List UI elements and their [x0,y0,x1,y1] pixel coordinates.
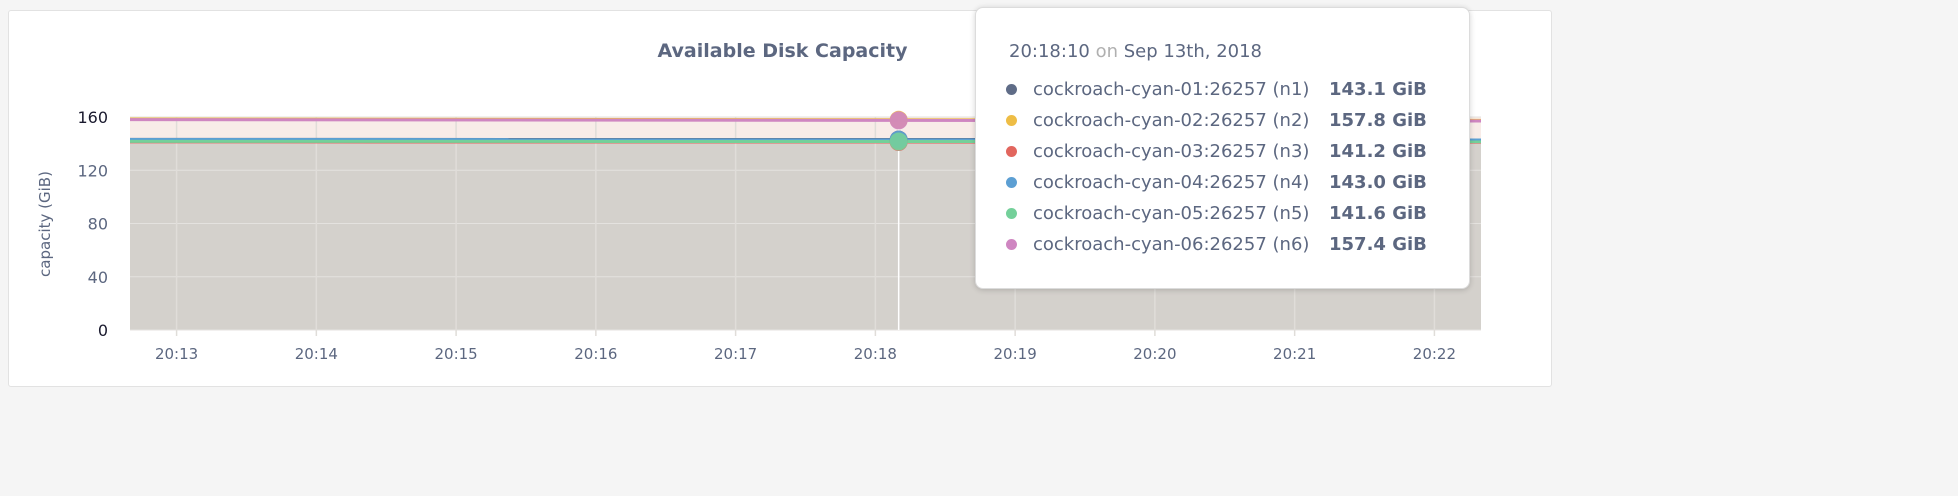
y-axis-label: capacity (GiB) [36,171,54,277]
y-tick-label: 160 [77,108,108,127]
tooltip: 20:18:10 on Sep 13th, 2018 cockroach-cya… [975,7,1470,289]
x-tick-label: 20:21 [1273,345,1316,363]
x-tick-label: 20:22 [1413,345,1456,363]
y-tick-label: 120 [77,161,108,180]
x-tick-label: 20:17 [714,345,757,363]
x-tick-label: 20:19 [994,345,1037,363]
x-tick-label: 20:15 [434,345,477,363]
tooltip-series-name: cockroach-cyan-03:26257 (n3) [1033,140,1310,162]
legend-dot-icon [1006,145,1017,157]
tooltip-series-value: 143.0 GiB [1329,171,1427,193]
tooltip-row: cockroach-cyan-04:26257 (n4) 143.0 GiB [1006,167,1427,197]
x-tick-label: 20:18 [854,345,897,363]
tooltip-time: 20:18:10 [1009,41,1090,62]
tooltip-row: cockroach-cyan-05:26257 (n5) 141.6 GiB [1006,198,1427,228]
tooltip-series-value: 157.8 GiB [1329,109,1427,131]
x-tick-label: 20:16 [574,345,617,363]
x-tick-label: 20:13 [155,345,198,363]
y-tick-label: 40 [88,268,108,287]
hover-marker-n6 [889,111,908,130]
tooltip-series-value: 157.4 GiB [1329,233,1427,255]
x-tick-label: 20:20 [1133,345,1176,363]
legend-dot-icon [1006,238,1017,250]
chart-title: Available Disk Capacity [657,40,908,62]
tooltip-series-name: cockroach-cyan-06:26257 (n6) [1033,233,1310,255]
tooltip-series-name: cockroach-cyan-04:26257 (n4) [1033,171,1310,193]
tooltip-series-name: cockroach-cyan-02:26257 (n2) [1033,109,1310,131]
tooltip-series-name: cockroach-cyan-01:26257 (n1) [1033,78,1310,100]
tooltip-row: cockroach-cyan-02:26257 (n2) 157.8 GiB [1006,105,1427,135]
tooltip-row: cockroach-cyan-03:26257 (n3) 141.2 GiB [1006,136,1427,166]
tooltip-header: 20:18:10 on Sep 13th, 2018 [1009,41,1262,62]
legend-dot-icon [1006,207,1017,219]
y-tick-label: 0 [98,321,108,340]
tooltip-series-value: 143.1 GiB [1329,78,1427,100]
x-tick-label: 20:14 [295,345,338,363]
tooltip-row: cockroach-cyan-06:26257 (n6) 157.4 GiB [1006,229,1427,259]
tooltip-date: Sep 13th, 2018 [1123,41,1263,62]
hover-marker-n5 [889,132,908,151]
legend-dot-icon [1006,83,1017,95]
legend-dot-icon [1006,176,1017,188]
tooltip-row: cockroach-cyan-01:26257 (n1) 143.1 GiB [1006,74,1427,104]
tooltip-series-value: 141.6 GiB [1329,202,1427,224]
y-tick-label: 80 [88,215,108,234]
legend-dot-icon [1006,114,1017,126]
tooltip-series-name: cockroach-cyan-05:26257 (n5) [1033,202,1310,224]
tooltip-on: on [1095,41,1118,62]
tooltip-series-value: 141.2 GiB [1329,140,1427,162]
